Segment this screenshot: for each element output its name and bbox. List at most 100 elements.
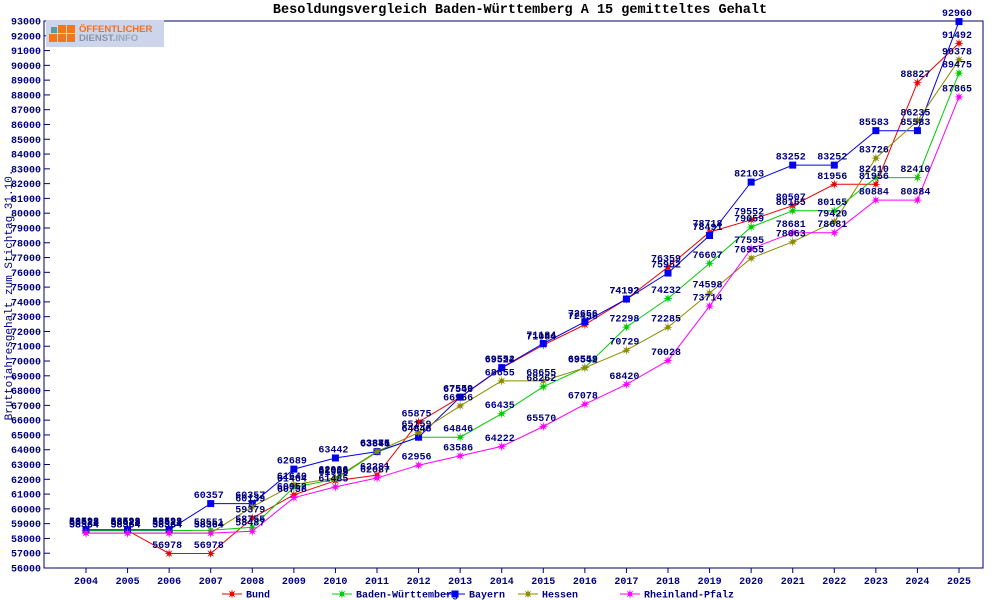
series-line-hessen (86, 59, 960, 534)
data-point-label: 58528 (69, 518, 99, 529)
y-tick-label: 90000 (11, 62, 41, 73)
y-tick-label: 80000 (11, 210, 41, 221)
data-point-label: 58551 (194, 518, 224, 529)
data-point (954, 38, 964, 49)
data-point-label: 65159 (402, 420, 432, 431)
data-point (954, 92, 964, 102)
data-point-label: 62086 (318, 466, 348, 477)
x-tick-label: 2013 (448, 577, 472, 588)
data-point (664, 269, 672, 277)
data-point-label: 75952 (651, 261, 681, 272)
data-point (787, 205, 798, 216)
y-tick-label: 65000 (11, 431, 41, 442)
x-tick-label: 2025 (947, 577, 971, 588)
data-point (413, 427, 424, 438)
data-point (829, 227, 840, 238)
data-point (289, 479, 299, 490)
data-point (913, 127, 921, 135)
data-point (496, 408, 507, 419)
data-point (830, 161, 838, 169)
data-point-label: 58487 (235, 519, 265, 530)
data-point-label: 87865 (942, 84, 972, 95)
data-point-label: 58364 (69, 521, 99, 532)
data-point-label: 58364 (152, 521, 182, 532)
data-point (912, 172, 923, 183)
data-point-label: 72285 (651, 315, 681, 326)
data-point-label: 81956 (817, 172, 847, 183)
x-tick-label: 2004 (74, 577, 98, 588)
data-point (330, 482, 341, 492)
data-point (122, 528, 133, 538)
y-tick-label: 78000 (11, 239, 41, 250)
x-tick-label: 2010 (323, 577, 347, 588)
series-line-rheinland-pfalz (86, 96, 960, 534)
y-tick-label: 58000 (11, 535, 41, 546)
x-tick-label: 2024 (905, 577, 929, 588)
data-point (290, 465, 298, 473)
y-tick-label: 66000 (11, 417, 41, 428)
x-tick-label: 2014 (490, 577, 514, 588)
data-point-label: 78718 (693, 220, 723, 231)
data-point (330, 473, 341, 483)
data-point-label: 68655 (526, 368, 556, 379)
x-tick-label: 2017 (614, 577, 638, 588)
data-point-label: 82410 (900, 165, 930, 176)
data-point (746, 222, 756, 232)
data-point-label: 67546 (443, 385, 473, 396)
data-point-label: 58364 (111, 521, 141, 532)
y-tick-label: 57000 (11, 550, 41, 561)
data-point (164, 528, 174, 538)
data-point-label: 77595 (734, 236, 764, 247)
chart-legend: Bund Baden-Württemberg Bayern Hessen Rheinla… (222, 589, 734, 600)
y-tick-label: 75000 (11, 284, 41, 295)
data-point (912, 77, 923, 88)
data-point-label: 72656 (568, 309, 598, 320)
data-point-label: 74192 (609, 287, 639, 298)
data-series (81, 18, 964, 559)
data-point-label: 74232 (651, 286, 681, 297)
data-point-label: 88827 (900, 70, 930, 81)
data-point (581, 318, 589, 326)
x-tick-label: 2006 (157, 577, 181, 588)
y-tick-label: 83000 (11, 165, 41, 176)
data-point-label: 60952 (277, 482, 307, 493)
data-point (871, 153, 881, 163)
data-point (871, 179, 881, 190)
data-point (746, 243, 756, 254)
data-point-label: 69542 (568, 355, 598, 366)
y-axis-title: Bruttojahresgehalt zum Stichtag 31.10. (4, 170, 16, 421)
y-tick-label: 71000 (11, 343, 41, 354)
data-point-label: 61905 (318, 468, 348, 479)
data-point-label: 80165 (817, 198, 847, 209)
data-point (829, 217, 840, 227)
data-point-label: 61640 (277, 472, 307, 483)
plot-border (43, 20, 984, 569)
data-point-labels: 58528 58528 56978 56978 59379 60952 61905 62281… (69, 9, 972, 552)
y-tick-label: 61000 (11, 491, 41, 502)
data-point (372, 473, 382, 483)
logo-text-line2b: INFO (115, 32, 139, 44)
data-point (746, 253, 756, 263)
data-point (372, 446, 382, 457)
y-tick-label: 74000 (11, 298, 41, 309)
data-point-label: 58364 (111, 521, 141, 532)
chart-title: Besoldungsvergleich Baden-Württemberg A … (273, 3, 767, 18)
data-point (663, 355, 673, 366)
data-point-label: 91492 (942, 31, 972, 42)
data-point-label: 72298 (609, 315, 639, 326)
legend-label: Rheinland-Pfalz (644, 590, 734, 600)
data-point (704, 258, 715, 269)
data-point-label: 65570 (526, 414, 556, 425)
data-point (622, 295, 630, 303)
x-tick-label: 2009 (282, 577, 306, 588)
y-tick-label: 79000 (11, 224, 41, 235)
data-point-label: 83252 (776, 153, 806, 164)
data-point-label: 78063 (776, 229, 806, 240)
data-point-label: 79552 (734, 207, 764, 218)
data-point-label: 80165 (776, 198, 806, 209)
data-point-label: 73714 (693, 294, 723, 305)
legend-label: Bayern (469, 591, 505, 600)
x-tick-label: 2019 (698, 577, 722, 588)
legend-label: Bund (246, 590, 270, 600)
data-point-label: 80884 (859, 188, 889, 199)
